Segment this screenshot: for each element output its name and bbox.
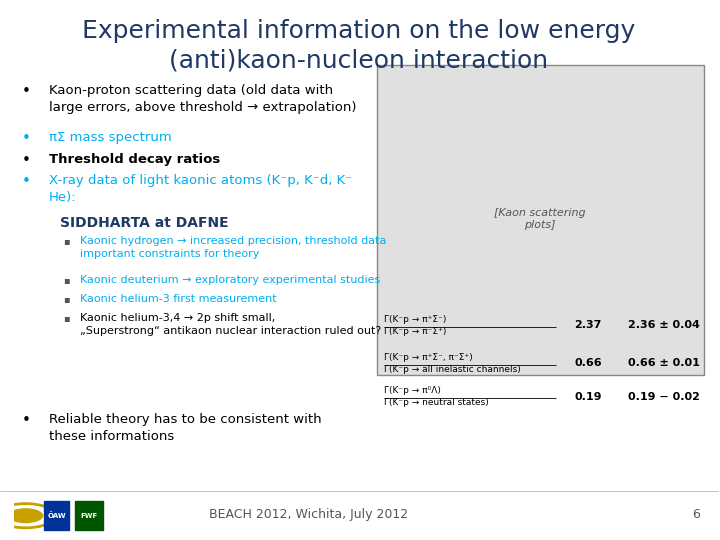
Text: •: • [22, 131, 30, 146]
Text: Reliable theory has to be consistent with
these informations: Reliable theory has to be consistent wit… [49, 413, 321, 443]
Text: Γ(K⁻p → π⁰Λ): Γ(K⁻p → π⁰Λ) [384, 386, 441, 395]
Text: ▪: ▪ [63, 313, 70, 323]
Text: •: • [22, 84, 30, 99]
Text: •: • [22, 413, 30, 428]
Circle shape [9, 509, 42, 523]
Text: Γ(K⁻p → neutral states): Γ(K⁻p → neutral states) [384, 398, 489, 407]
Text: 2.37: 2.37 [575, 320, 602, 330]
Text: 2.36 ± 0.04: 2.36 ± 0.04 [628, 320, 700, 330]
Text: [Kaon scattering
plots]: [Kaon scattering plots] [494, 208, 585, 230]
Text: ▪: ▪ [63, 294, 70, 304]
Text: SIDDHARTA at DAFNE: SIDDHARTA at DAFNE [60, 216, 228, 230]
Text: BEACH 2012, Wichita, July 2012: BEACH 2012, Wichita, July 2012 [209, 508, 408, 521]
Text: 0.19 − 0.02: 0.19 − 0.02 [628, 392, 700, 402]
Text: ▪: ▪ [63, 275, 70, 286]
Text: Γ(K⁻p → π⁺Σ⁻, π⁻Σ⁺): Γ(K⁻p → π⁺Σ⁻, π⁻Σ⁺) [384, 353, 473, 362]
Text: 6: 6 [692, 508, 700, 521]
Text: ▪: ▪ [63, 236, 70, 246]
Text: Γ(K⁻p → π⁻Σ⁺): Γ(K⁻p → π⁻Σ⁺) [384, 327, 446, 336]
Text: 0.66: 0.66 [575, 358, 602, 368]
Text: πΣ mass spectrum: πΣ mass spectrum [49, 131, 171, 144]
Text: FWF: FWF [81, 512, 98, 519]
Text: Kaonic helium-3 first measurement: Kaonic helium-3 first measurement [81, 294, 277, 304]
Text: X-ray data of light kaonic atoms (K⁻p, K⁻d, K⁻
He):: X-ray data of light kaonic atoms (K⁻p, K… [49, 174, 352, 205]
Text: ÖAW: ÖAW [48, 512, 66, 519]
Text: Kaonic deuterium → exploratory experimental studies: Kaonic deuterium → exploratory experimen… [81, 275, 381, 286]
Text: 0.19: 0.19 [575, 392, 602, 402]
Bar [45, 501, 68, 530]
Text: Kaonic hydrogen → increased precision, threshold data
important constraints for : Kaonic hydrogen → increased precision, t… [81, 236, 387, 259]
Text: 0.66 ± 0.01: 0.66 ± 0.01 [628, 358, 700, 368]
Text: Kaon-proton scattering data (old data with
large errors, above threshold → extra: Kaon-proton scattering data (old data wi… [49, 84, 356, 114]
Text: •: • [22, 153, 30, 168]
Text: Threshold decay ratios: Threshold decay ratios [49, 153, 220, 166]
Text: Γ(K⁻p → π⁺Σ⁻): Γ(K⁻p → π⁺Σ⁻) [384, 315, 446, 324]
FancyBboxPatch shape [377, 65, 703, 375]
Text: Experimental information on the low energy
(anti)kaon-nucleon interaction: Experimental information on the low ener… [82, 19, 636, 72]
Text: Γ(K⁻p → all inelastic channels): Γ(K⁻p → all inelastic channels) [384, 364, 521, 374]
Text: •: • [22, 174, 30, 190]
Bar [75, 501, 104, 530]
Text: Kaonic helium-3,4 → 2p shift small,
„Superstrong“ antikaon nuclear interaction r: Kaonic helium-3,4 → 2p shift small, „Sup… [81, 313, 382, 336]
